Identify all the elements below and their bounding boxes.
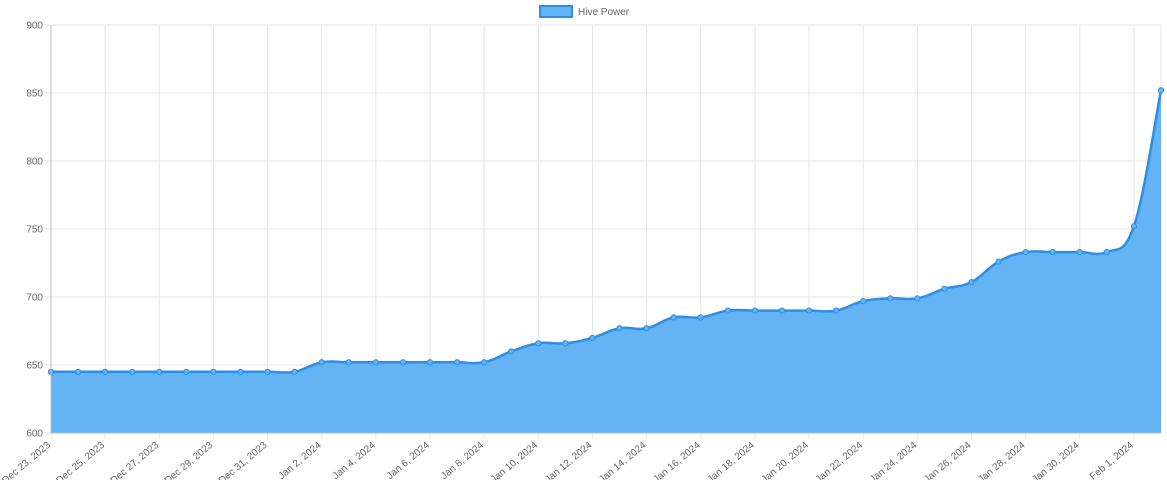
data-point[interactable] [860,297,867,305]
series-area-layer [50,90,1163,433]
x-tick-label: Jan 2, 2024 [277,440,324,480]
data-point[interactable] [453,359,461,366]
x-tick-label: Jan 8, 2024 [439,440,486,480]
x-tick-label: Dec 31, 2023 [217,440,270,480]
x-tick-label: Jan 28, 2024 [976,440,1028,480]
data-point[interactable] [372,359,379,366]
data-point[interactable] [1076,249,1083,256]
x-tick-label: Jan 14, 2024 [597,440,649,480]
data-point[interactable] [887,295,894,302]
data-point[interactable] [562,340,569,347]
x-tick-label: Jan 16, 2024 [651,440,703,480]
y-tick-label: 600 [26,429,43,440]
data-point[interactable] [1103,249,1110,256]
data-point[interactable] [102,368,109,375]
x-tick-label: Jan 6, 2024 [385,440,432,480]
data-point[interactable] [183,368,190,375]
x-tick-label: Dec 23, 2023 [0,440,53,480]
data-point[interactable] [968,278,975,286]
x-tick-label: Jan 4, 2024 [331,440,378,480]
x-tick-label: Jan 22, 2024 [814,440,866,480]
data-point[interactable] [264,368,271,375]
data-point[interactable] [291,368,298,375]
data-point[interactable] [1049,249,1056,256]
data-point[interactable] [156,368,163,375]
legend-label-hive-power[interactable]: Hive Power [578,7,630,18]
data-point[interactable] [237,368,244,375]
data-point[interactable] [589,334,596,341]
x-tick-label: Dec 29, 2023 [163,440,216,480]
data-point[interactable] [129,368,136,375]
data-point[interactable] [426,359,434,366]
legend[interactable]: Hive Power [539,5,630,18]
data-point[interactable] [535,340,542,347]
x-tick-label: Jan 26, 2024 [922,440,974,480]
y-tick-label: 650 [26,361,43,372]
data-point[interactable] [914,295,921,302]
data-point[interactable] [210,368,217,375]
data-points [47,87,1165,375]
y-tick-label: 800 [26,157,43,168]
x-tick-label: Jan 18, 2024 [705,440,757,480]
legend-swatch-hive-power[interactable] [539,5,573,18]
data-point[interactable] [481,359,488,366]
y-tick-label: 750 [26,225,43,236]
y-tick-label: 700 [26,293,43,304]
data-point[interactable] [941,285,948,292]
data-point[interactable] [1157,87,1165,94]
data-point[interactable] [778,307,786,314]
data-point[interactable] [833,307,840,314]
data-point[interactable] [751,307,759,314]
data-point[interactable] [995,258,1002,265]
data-point[interactable] [616,325,623,332]
data-point[interactable] [643,325,650,332]
series-area-hive-power [51,90,1161,433]
x-tick-label: Jan 12, 2024 [543,440,595,480]
y-tick-label: 850 [26,89,43,100]
data-point[interactable] [697,314,704,321]
data-point[interactable] [74,368,82,375]
data-point[interactable] [508,348,515,355]
data-point[interactable] [399,359,407,366]
x-tick-label: Jan 30, 2024 [1030,440,1082,480]
x-tick-label: Dec 27, 2023 [109,440,162,480]
x-tick-label: Feb 1, 2024 [1088,440,1136,480]
data-point[interactable] [805,307,813,314]
x-tick-label: Jan 24, 2024 [868,440,920,480]
data-point[interactable] [345,359,352,366]
data-point[interactable] [724,307,731,314]
data-point[interactable] [670,314,677,321]
data-point[interactable] [1130,223,1138,230]
x-tick-label: Jan 20, 2024 [760,440,812,480]
x-tick-label: Jan 10, 2024 [489,440,541,480]
data-point[interactable] [318,359,325,366]
x-tick-label: Dec 25, 2023 [54,440,107,480]
data-point[interactable] [1022,249,1029,256]
y-tick-label: 900 [26,21,43,32]
